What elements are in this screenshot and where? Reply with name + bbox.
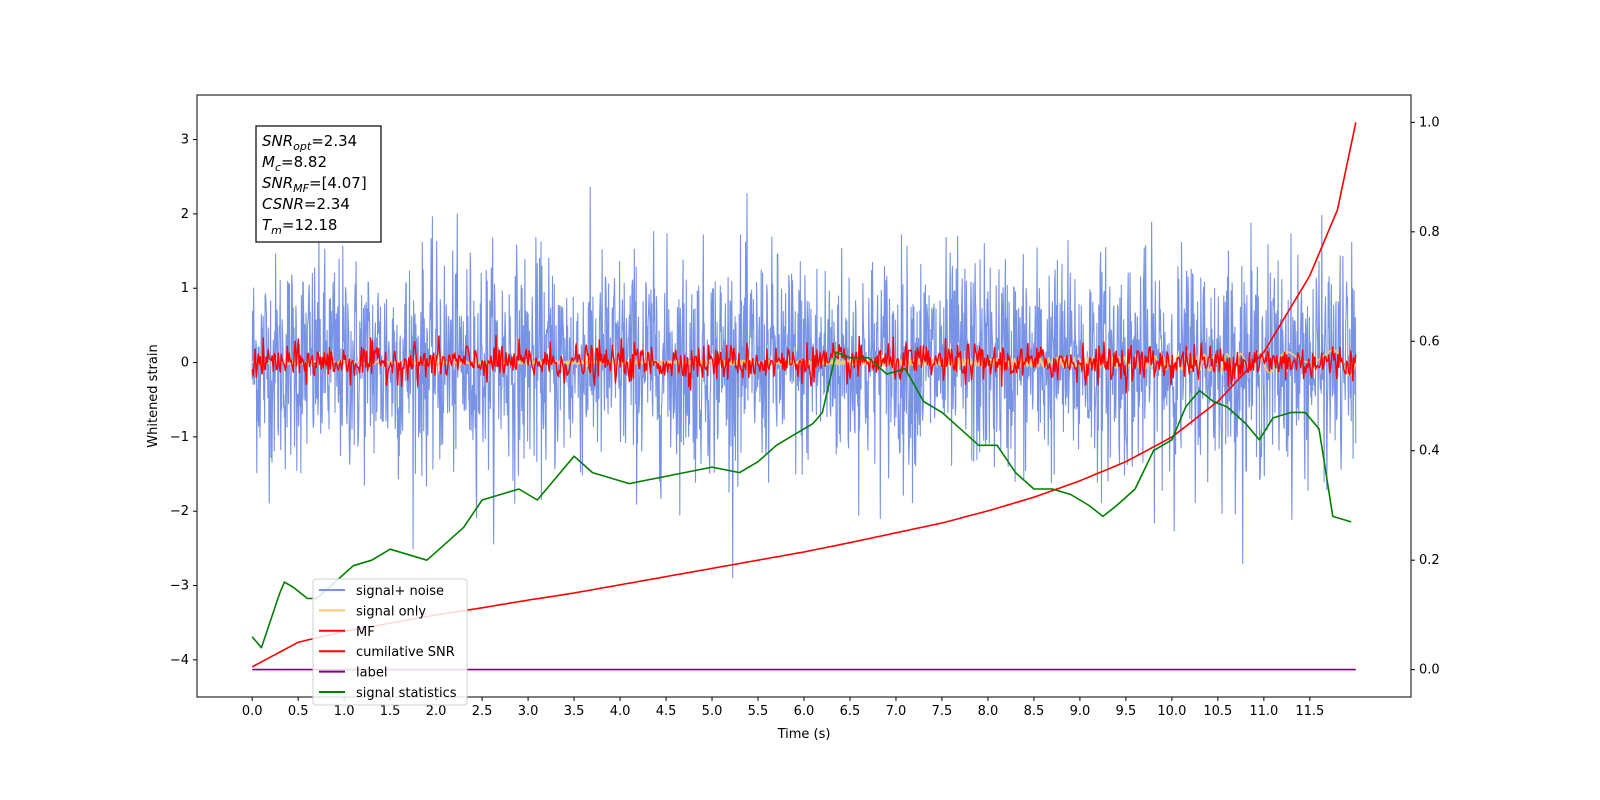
- x-tick-label: 2.5: [472, 704, 493, 719]
- x-tick-label: 6.0: [794, 704, 815, 719]
- y2-tick-label: 1.0: [1419, 115, 1440, 130]
- x-tick-label: 0.5: [288, 704, 309, 719]
- legend-entry: signal only: [356, 604, 426, 619]
- x-axis: 0.0 0.5 1.0 1.5 2.0 2.5 3.0 3.5 4.0 4.5 5.0 5.5 6.0 6…: [242, 697, 1324, 719]
- legend-entry: cumilative SNR: [356, 645, 455, 660]
- series-line-mf: [251, 334, 1357, 394]
- y-tick-label: 1: [181, 281, 189, 296]
- x-tick-label: 4.5: [656, 704, 677, 719]
- y-tick-label: −4: [170, 653, 189, 668]
- x-axis-label: Time (s): [777, 727, 831, 742]
- x-tick-label: 1.5: [380, 704, 401, 719]
- x-tick-label: 11.0: [1249, 704, 1278, 719]
- x-tick-label: 9.0: [1070, 704, 1091, 719]
- x-tick-label: 3.5: [564, 704, 585, 719]
- annotation-line: SNRopt=2.34: [262, 132, 357, 153]
- x-tick-label: 2.0: [426, 704, 447, 719]
- x-tick-label: 7.0: [886, 704, 907, 719]
- legend-entry: signal statistics: [356, 686, 457, 701]
- x-tick-label: 0.0: [242, 704, 263, 719]
- annotation-line: Tm=12.18: [262, 216, 337, 237]
- legend-entry: signal+ noise: [356, 584, 444, 599]
- y-tick-label: −3: [170, 579, 189, 594]
- y-tick-label: 3: [181, 133, 189, 148]
- annotation-line: Mc=8.82: [262, 153, 327, 174]
- annotation-line: CSNR=2.34: [262, 195, 350, 213]
- x-tick-label: 5.5: [748, 704, 769, 719]
- x-tick-label: 10.5: [1203, 704, 1232, 719]
- legend-entry: MF: [356, 625, 375, 640]
- y2-tick-label: 0.6: [1419, 334, 1440, 349]
- y-tick-label: 2: [181, 207, 189, 222]
- y-tick-label: −1: [170, 430, 189, 445]
- y2-tick-label: 0.0: [1419, 663, 1440, 678]
- y-axis-right: 0.0 0.2 0.4 0.6 0.8 1.0: [1411, 115, 1440, 678]
- annotation-frame: [255, 125, 382, 243]
- annotation-line: SNRMF=[4.07]: [262, 174, 367, 195]
- x-tick-label: 11.5: [1295, 704, 1324, 719]
- y2-tick-label: 0.8: [1419, 225, 1440, 240]
- x-tick-label: 8.5: [1024, 704, 1045, 719]
- x-tick-label: 8.0: [978, 704, 999, 719]
- legend: signal+ noise signal only MF cumilative SNR…: [312, 578, 468, 706]
- y2-tick-label: 0.4: [1419, 444, 1440, 459]
- y-axis-left: −4 −3 −2 −1 0 1 2 3: [170, 133, 197, 668]
- y-axis-label: Whitened strain: [146, 344, 161, 447]
- x-tick-label: 7.5: [932, 704, 953, 719]
- y-tick-label: −2: [170, 504, 189, 519]
- legend-frame: [312, 578, 468, 706]
- x-tick-label: 10.0: [1157, 704, 1186, 719]
- y-tick-label: 0: [181, 356, 189, 371]
- x-tick-label: 5.0: [702, 704, 723, 719]
- x-tick-label: 3.0: [518, 704, 539, 719]
- x-tick-label: 1.0: [334, 704, 355, 719]
- series-line-signal-statistics: [251, 351, 1352, 649]
- x-tick-label: 9.5: [1116, 704, 1137, 719]
- x-tick-label: 4.0: [610, 704, 631, 719]
- legend-entry: label: [356, 666, 387, 681]
- x-tick-label: 6.5: [840, 704, 861, 719]
- y2-tick-label: 0.2: [1419, 553, 1440, 568]
